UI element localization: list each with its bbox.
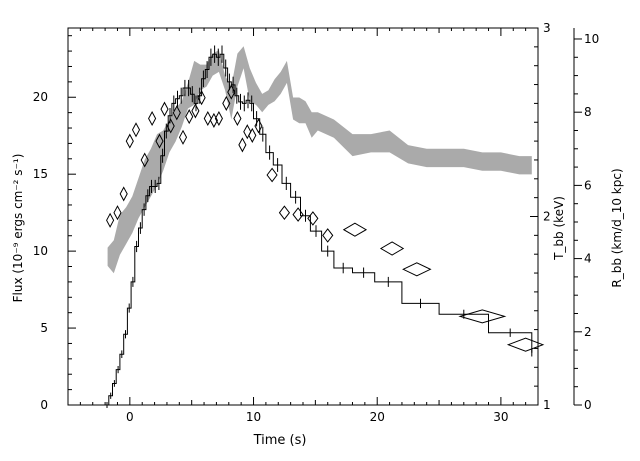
x-tick-label: 0	[126, 410, 134, 424]
tbb-point-23	[248, 127, 257, 143]
tbb-point-0	[106, 212, 115, 228]
tbb-point-7	[155, 133, 164, 149]
y-axis-label-rbb: R_bb (km/d_10 kpc)	[610, 168, 624, 287]
y-tick-label-left: 0	[40, 398, 48, 412]
y-axis-label-left: Flux (10⁻⁹ ergs cm⁻² s⁻¹)	[11, 154, 25, 303]
tbb-point-29	[322, 228, 334, 243]
tbb-point-30	[342, 222, 368, 237]
tbb-point-6	[148, 110, 157, 127]
tbb-point-24	[254, 118, 263, 134]
tbb-point-2	[119, 186, 128, 202]
tbb-point-18	[222, 95, 231, 111]
y-tick-label-left: 20	[33, 90, 48, 104]
tbb-point-13	[191, 103, 200, 119]
tbb-point-14	[197, 90, 206, 106]
rbb-tick-label: 2	[584, 325, 592, 339]
tbb-tick-label: 2	[543, 210, 551, 224]
tbb-point-20	[233, 110, 242, 127]
tbb-tick-label: 1	[543, 398, 551, 412]
tbb-point-31	[379, 241, 405, 256]
x-tick-label: 30	[493, 410, 508, 424]
tbb-point-26	[278, 205, 291, 221]
tbb-point-25	[266, 167, 278, 183]
tbb-point-21	[238, 137, 247, 153]
tbb-point-3	[125, 133, 134, 149]
tbb-point-33	[458, 309, 507, 324]
y-tick-label-left: 5	[40, 321, 48, 335]
tbb-point-11	[178, 129, 188, 145]
tbb-point-34	[506, 337, 545, 352]
rbb-band	[107, 46, 532, 274]
tbb-point-16	[209, 112, 218, 128]
tbb-point-1	[113, 205, 122, 221]
tbb-tick-label: 3	[543, 21, 551, 35]
tbb-point-12	[185, 109, 194, 125]
x-axis-label: Time (s)	[253, 433, 307, 448]
tbb-point-32	[402, 262, 432, 277]
rbb-tick-label: 8	[584, 105, 592, 119]
tbb-point-28	[307, 211, 319, 226]
y-tick-label-left: 10	[33, 244, 48, 258]
tbb-point-8	[160, 101, 169, 117]
tbb-point-27	[292, 207, 304, 222]
flux-histogram	[105, 53, 533, 406]
x-tick-label: 10	[246, 410, 261, 424]
tbb-point-17	[214, 110, 223, 127]
y-axis-label-tbb: T_bb (keV)	[552, 196, 566, 261]
y-tick-label-left: 15	[33, 167, 48, 181]
tbb-point-4	[131, 122, 141, 138]
rbb-tick-label: 4	[584, 252, 592, 266]
tbb-point-5	[140, 152, 149, 168]
rbb-tick-label: 0	[584, 398, 592, 412]
tbb-point-10	[172, 105, 181, 121]
rbb-tick-label: 10	[584, 32, 599, 46]
x-tick-label: 20	[370, 410, 385, 424]
rbb-tick-label: 6	[584, 178, 592, 192]
